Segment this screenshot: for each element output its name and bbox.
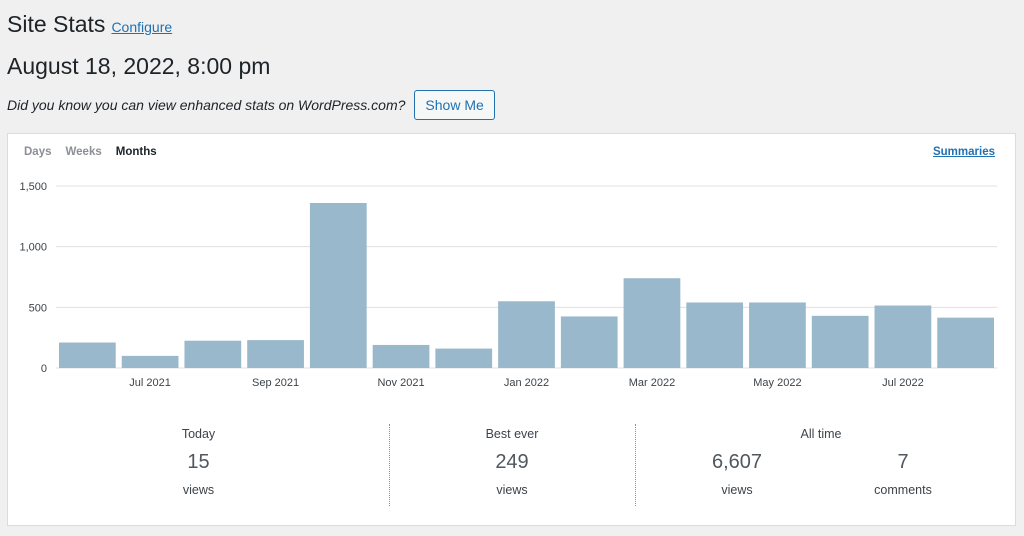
bar-jun-2022[interactable] bbox=[811, 315, 869, 368]
tab-weeks[interactable]: Weeks bbox=[65, 146, 102, 158]
bar-jun-2021[interactable] bbox=[59, 342, 116, 368]
configure-link[interactable]: Configure bbox=[111, 19, 173, 35]
stat-all-time-views-unit: views bbox=[721, 483, 753, 497]
stat-divider bbox=[389, 424, 390, 506]
bar-mar-2022[interactable] bbox=[623, 278, 681, 368]
x-tick-label: Mar 2022 bbox=[629, 377, 675, 389]
stat-all-time-comments-unit: comments bbox=[874, 483, 932, 497]
bar-nov-2021[interactable] bbox=[372, 344, 430, 368]
stat-best-ever: Best ever 249 views bbox=[389, 424, 635, 510]
period-tabs: Days Weeks Months bbox=[24, 146, 157, 158]
stats-datetime: August 18, 2022, 8:00 pm bbox=[7, 53, 271, 79]
bar-apr-2022[interactable] bbox=[686, 302, 744, 368]
bar-aug-2022[interactable] bbox=[937, 317, 994, 368]
x-tick-label: Jul 2021 bbox=[129, 377, 171, 389]
header: Site Stats Configure bbox=[7, 11, 172, 38]
stat-best-ever-unit: views bbox=[496, 483, 528, 497]
stat-all-time-comments: 7 comments bbox=[843, 444, 963, 500]
bar-may-2022[interactable] bbox=[749, 302, 806, 368]
x-tick-label: Nov 2021 bbox=[377, 377, 424, 389]
x-tick-label: Sep 2021 bbox=[252, 377, 299, 389]
stat-today-value: 15 bbox=[187, 451, 210, 473]
tab-months[interactable]: Months bbox=[115, 146, 157, 158]
stat-all-time-views: 6,607 views bbox=[677, 444, 797, 500]
stat-best-ever-value: 249 bbox=[495, 451, 529, 473]
bar-jan-2022[interactable] bbox=[498, 301, 555, 368]
bar-dec-2021[interactable] bbox=[435, 348, 493, 368]
stat-today: Today 15 views bbox=[8, 424, 389, 510]
x-tick-label: Jul 2022 bbox=[882, 377, 924, 389]
x-tick-label: Jan 2022 bbox=[504, 377, 549, 389]
y-tick-label: 1,000 bbox=[19, 242, 47, 254]
stats-summary: Today 15 views Best ever 249 views All t… bbox=[8, 424, 1015, 510]
stat-all-time: All time 6,607 views 7 comments bbox=[635, 424, 1007, 510]
stat-today-label: Today bbox=[181, 427, 216, 441]
stats-card: Days Weeks Months Summaries 0 500 1,000 1,5… bbox=[7, 133, 1016, 526]
x-tick-label: May 2022 bbox=[753, 377, 801, 389]
bar-jul-2021[interactable] bbox=[121, 355, 179, 368]
views-bar-chart: 0 500 1,000 1,500 Jul 2021 Sep 2021 Nov 2021 Ja… bbox=[19, 181, 997, 389]
bar-jul-2022[interactable] bbox=[874, 305, 932, 368]
tab-days[interactable]: Days bbox=[24, 146, 52, 158]
y-tick-label: 0 bbox=[41, 363, 47, 375]
bar-feb-2022[interactable] bbox=[560, 316, 618, 368]
stat-all-time-values: 6,607 views 7 comments bbox=[635, 444, 1007, 500]
show-me-button[interactable]: Show Me bbox=[414, 90, 495, 120]
stat-all-time-views-value: 6,607 bbox=[711, 451, 763, 473]
bar-oct-2021[interactable] bbox=[309, 202, 367, 368]
promo-row: Did you know you can view enhanced stats… bbox=[7, 90, 495, 120]
promo-text: Did you know you can view enhanced stats… bbox=[7, 97, 406, 113]
stat-all-time-comments-value: 7 bbox=[897, 451, 909, 473]
bar-sep-2021[interactable] bbox=[247, 340, 304, 368]
summaries-link[interactable]: Summaries bbox=[932, 146, 995, 158]
y-tick-label: 500 bbox=[29, 302, 47, 314]
page-title: Site Stats bbox=[7, 11, 106, 37]
stat-today-unit: views bbox=[182, 483, 215, 497]
y-tick-label: 1,500 bbox=[19, 181, 47, 193]
stat-divider bbox=[635, 424, 636, 506]
stat-best-ever-label: Best ever bbox=[485, 427, 539, 441]
stat-all-time-label: All time bbox=[800, 427, 842, 441]
bar-aug-2021[interactable] bbox=[184, 340, 242, 368]
